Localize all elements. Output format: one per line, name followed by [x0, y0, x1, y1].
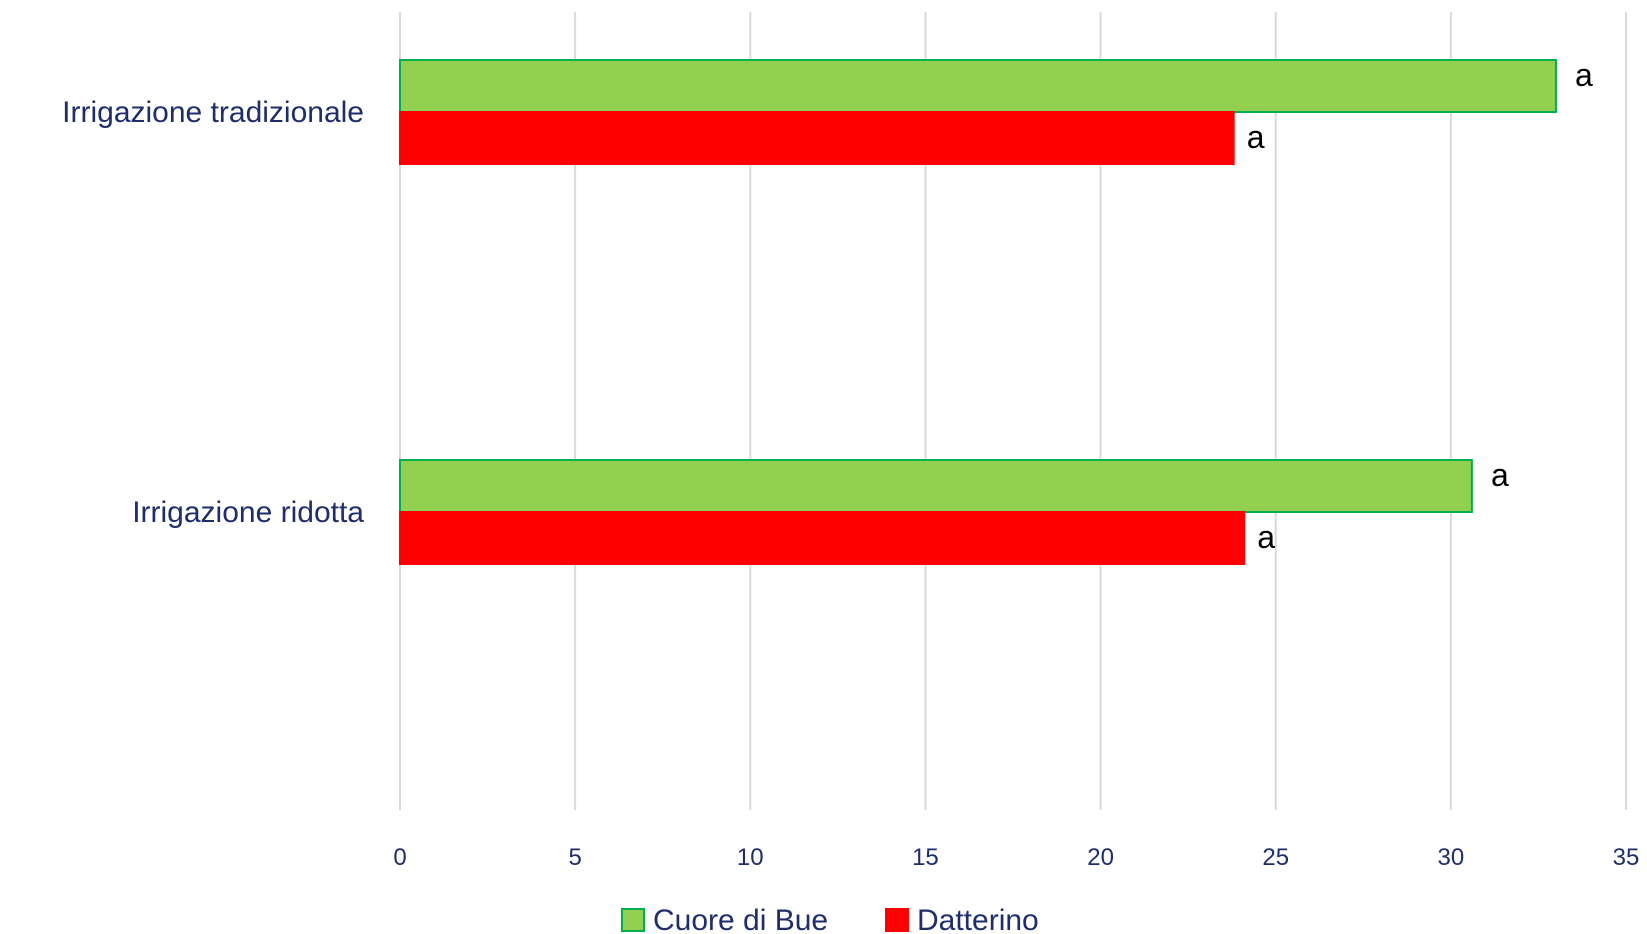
bar	[399, 111, 1235, 165]
legend-label: Datterino	[917, 904, 1039, 934]
data-labels: a a a a	[1247, 57, 1593, 555]
legend-swatch	[885, 908, 909, 932]
x-tick-label: 25	[1262, 844, 1289, 871]
data-label: a	[1575, 57, 1593, 93]
legend-swatch	[621, 908, 645, 932]
category-labels: Irrigazione tradizionale Irrigazione rido…	[62, 96, 364, 529]
bar	[399, 511, 1246, 565]
x-tick-labels: 0 5 10 15 20 25 30 35	[393, 844, 1639, 871]
x-tick-label: 35	[1613, 844, 1640, 871]
category-label: Irrigazione tradizionale	[62, 96, 364, 129]
data-label: a	[1247, 119, 1265, 155]
x-tick-label: 0	[393, 844, 406, 871]
category-label: Irrigazione ridotta	[132, 496, 364, 529]
bars	[399, 59, 1557, 565]
legend: Cuore di Bue Datterino	[621, 904, 1039, 934]
x-tick-label: 30	[1438, 844, 1465, 871]
x-tick-label: 15	[912, 844, 939, 871]
x-tick-label: 5	[568, 844, 581, 871]
data-label: a	[1257, 519, 1275, 555]
x-tick-label: 20	[1087, 844, 1114, 871]
bar	[399, 59, 1557, 113]
data-label: a	[1491, 457, 1509, 493]
x-tick-label: 10	[737, 844, 764, 871]
bar	[399, 459, 1473, 513]
legend-label: Cuore di Bue	[653, 904, 828, 934]
